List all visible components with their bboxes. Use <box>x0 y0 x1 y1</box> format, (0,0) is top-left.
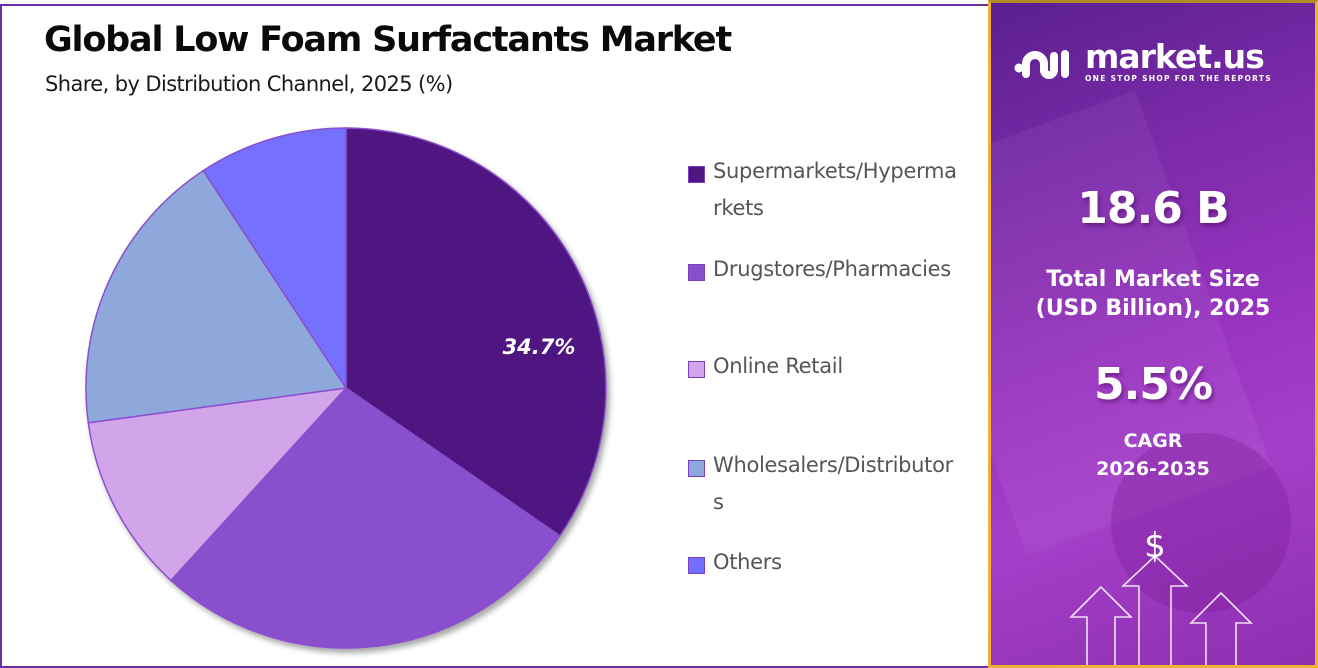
dollar-sign-icon: $ <box>1144 526 1166 566</box>
legend-swatch-icon <box>688 361 705 378</box>
logo-name: market.us <box>1085 37 1265 76</box>
brand-logo[interactable]: market.us ONE STOP SHOP FOR THE REPORTS <box>1013 37 1272 83</box>
legend-label: Wholesalers/Distributors <box>713 453 953 514</box>
legend-label: Others <box>713 550 782 574</box>
pie-slice-wholesalers-distributors[interactable] <box>85 169 347 424</box>
legend-item-supermarkets-hypermarkets[interactable]: Supermarkets/Hypermarkets <box>688 159 963 227</box>
cagr-label-line2: 2026-2035 <box>1096 458 1210 480</box>
market-size-label-line1: Total Market Size <box>1046 267 1260 292</box>
pie-chart: 34.7% <box>85 127 607 649</box>
chart-subtitle: Share, by Distribution Channel, 2025 (%) <box>45 72 453 96</box>
pie-slice-drugstores-pharmacies[interactable] <box>170 387 561 649</box>
legend-item-drugstores-pharmacies[interactable]: Drugstores/Pharmacies <box>688 257 963 288</box>
legend-swatch-icon <box>688 460 705 477</box>
legend-label: Drugstores/Pharmacies <box>713 257 951 281</box>
legend-swatch-icon <box>688 166 705 183</box>
legend-swatch-icon <box>688 557 705 574</box>
market-summary-panel: market.us ONE STOP SHOP FOR THE REPORTS … <box>988 0 1318 668</box>
market-us-logo-icon <box>1014 50 1069 79</box>
chart-title: Global Low Foam Surfactants Market <box>44 20 732 60</box>
legend-label: Supermarkets/Hypermarkets <box>713 159 957 220</box>
pie-slice-online-retail[interactable] <box>87 387 347 582</box>
coffee-cup-decoration <box>1111 433 1291 613</box>
logo-tagline: ONE STOP SHOP FOR THE REPORTS <box>1085 74 1272 83</box>
dollar-arrows-icon: $ <box>1069 526 1253 665</box>
cagr-label-line1: CAGR <box>1123 430 1183 452</box>
pie-slice-label-supermarkets: 34.7% <box>503 335 576 359</box>
market-size-value: 18.6 B <box>1077 183 1229 234</box>
legend-swatch-icon <box>688 264 705 281</box>
market-size-label-line2: (USD Billion), 2025 <box>1035 296 1271 321</box>
pie-slice-others[interactable] <box>202 127 347 389</box>
pie-slice-supermarkets-hypermarkets[interactable] <box>345 127 607 537</box>
legend-item-others[interactable]: Others <box>688 550 963 581</box>
legend-label: Online Retail <box>713 354 843 378</box>
legend-item-online-retail[interactable]: Online Retail <box>688 354 963 385</box>
cagr-value: 5.5% <box>1093 359 1213 410</box>
legend-item-wholesalers-distributors[interactable]: Wholesalers/Distributors <box>688 453 963 521</box>
